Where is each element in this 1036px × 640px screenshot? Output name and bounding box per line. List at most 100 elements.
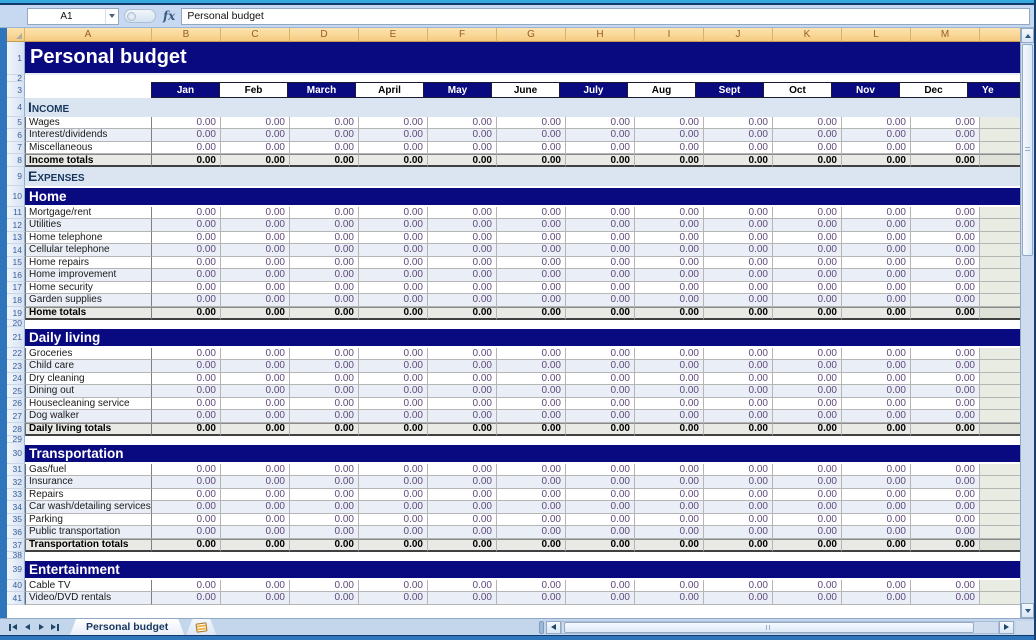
row-number[interactable]: 29 <box>7 434 25 444</box>
cell-value[interactable]: 0.00 <box>704 385 773 398</box>
cell-value[interactable]: 0.00 <box>566 129 635 142</box>
tab-first-button[interactable] <box>6 621 20 634</box>
cell-value[interactable]: 0.00 <box>911 385 980 398</box>
row-number[interactable]: 23 <box>7 360 25 373</box>
cell-value[interactable]: 0.00 <box>704 372 773 385</box>
cell-label[interactable]: Home security <box>25 281 152 294</box>
cell-value[interactable]: 0.00 <box>152 592 221 605</box>
cell-value[interactable]: 0.00 <box>842 154 911 167</box>
cell-value[interactable]: 0.00 <box>842 116 911 129</box>
cell-value[interactable]: 0.00 <box>497 422 566 436</box>
row-number[interactable]: 20 <box>7 318 25 328</box>
month-header[interactable]: May <box>423 82 492 98</box>
cell-value[interactable]: 0.00 <box>428 294 497 307</box>
cell-value[interactable]: 0.00 <box>842 385 911 398</box>
cell-value[interactable]: 0.00 <box>635 129 704 142</box>
cell-value[interactable]: 0.00 <box>497 397 566 410</box>
cell-value[interactable]: 0.00 <box>566 244 635 257</box>
row-number[interactable]: 11 <box>7 206 25 219</box>
cell-value[interactable]: 0.00 <box>152 501 221 514</box>
cell-value[interactable]: 0.00 <box>773 579 842 592</box>
cell-value[interactable]: 0.00 <box>773 116 842 129</box>
cell-value[interactable]: 0.00 <box>704 231 773 244</box>
cell-value[interactable]: 0.00 <box>152 206 221 219</box>
cell-year-total[interactable] <box>980 294 1020 307</box>
cell-value[interactable]: 0.00 <box>842 372 911 385</box>
cell-year-total[interactable] <box>980 385 1020 398</box>
cell-value[interactable]: 0.00 <box>290 281 359 294</box>
cell-year-total[interactable] <box>980 476 1020 489</box>
cell-value[interactable]: 0.00 <box>152 231 221 244</box>
cell-value[interactable]: 0.00 <box>497 488 566 501</box>
cell-value[interactable]: 0.00 <box>773 592 842 605</box>
cell-value[interactable]: 0.00 <box>290 244 359 257</box>
cell-value[interactable]: 0.00 <box>566 476 635 489</box>
insert-worksheet-tab[interactable] <box>186 619 216 635</box>
cell-value[interactable]: 0.00 <box>635 372 704 385</box>
cell-value[interactable]: 0.00 <box>497 579 566 592</box>
cell-value[interactable]: 0.00 <box>635 422 704 436</box>
cell-value[interactable]: 0.00 <box>428 244 497 257</box>
cell-value[interactable]: 0.00 <box>221 422 290 436</box>
cell-value[interactable]: 0.00 <box>221 281 290 294</box>
cell-value[interactable]: 0.00 <box>359 154 428 167</box>
cell-value[interactable]: 0.00 <box>221 231 290 244</box>
cell-value[interactable]: 0.00 <box>221 269 290 282</box>
cell-value[interactable]: 0.00 <box>635 269 704 282</box>
cell-value[interactable]: 0.00 <box>428 501 497 514</box>
cell-value[interactable]: 0.00 <box>566 501 635 514</box>
cell-value[interactable]: 0.00 <box>911 410 980 423</box>
cell-value[interactable]: 0.00 <box>497 154 566 167</box>
cell-label[interactable]: Wages <box>25 116 152 129</box>
cell-value[interactable]: 0.00 <box>842 219 911 232</box>
column-header-L[interactable]: L <box>842 28 911 42</box>
cell-value[interactable]: 0.00 <box>497 306 566 320</box>
cell-value[interactable]: 0.00 <box>152 476 221 489</box>
cell-value[interactable]: 0.00 <box>704 347 773 360</box>
cell-label[interactable]: Mortgage/rent <box>25 206 152 219</box>
select-all-corner[interactable] <box>7 28 25 42</box>
cell-value[interactable]: 0.00 <box>842 231 911 244</box>
cell-value[interactable]: 0.00 <box>704 256 773 269</box>
cell-value[interactable]: 0.00 <box>428 526 497 539</box>
cell-value[interactable]: 0.00 <box>152 129 221 142</box>
cell-value[interactable]: 0.00 <box>359 141 428 154</box>
cell-value[interactable]: 0.00 <box>221 294 290 307</box>
cell-value[interactable]: 0.00 <box>152 397 221 410</box>
cell-value[interactable]: 0.00 <box>842 360 911 373</box>
cell-value[interactable]: 0.00 <box>290 592 359 605</box>
cell-value[interactable]: 0.00 <box>290 154 359 167</box>
cell-value[interactable]: 0.00 <box>497 592 566 605</box>
cell-value[interactable]: 0.00 <box>773 538 842 552</box>
row-number[interactable]: 1 <box>7 42 25 75</box>
cell-value[interactable]: 0.00 <box>704 116 773 129</box>
cell-value[interactable]: 0.00 <box>359 256 428 269</box>
cell-value[interactable]: 0.00 <box>152 526 221 539</box>
cell-value[interactable]: 0.00 <box>428 476 497 489</box>
cell-value[interactable]: 0.00 <box>911 526 980 539</box>
cell-value[interactable]: 0.00 <box>635 256 704 269</box>
row-number[interactable]: 6 <box>7 129 25 142</box>
cell-label[interactable]: Daily living totals <box>25 422 152 436</box>
row-number[interactable]: 18 <box>7 294 25 307</box>
cell-value[interactable]: 0.00 <box>842 141 911 154</box>
cell-value[interactable]: 0.00 <box>497 372 566 385</box>
cell-value[interactable]: 0.00 <box>290 231 359 244</box>
cell-year-total[interactable] <box>980 269 1020 282</box>
cell-value[interactable]: 0.00 <box>221 488 290 501</box>
cell-value[interactable]: 0.00 <box>704 422 773 436</box>
cell-value[interactable]: 0.00 <box>911 244 980 257</box>
cell-value[interactable]: 0.00 <box>842 294 911 307</box>
cell-value[interactable]: 0.00 <box>704 513 773 526</box>
cell-year-total[interactable] <box>980 410 1020 423</box>
column-header-I[interactable]: I <box>635 28 704 42</box>
cell-value[interactable]: 0.00 <box>635 501 704 514</box>
cell-value[interactable]: 0.00 <box>566 538 635 552</box>
cell-label[interactable]: Dining out <box>25 385 152 398</box>
cell-value[interactable]: 0.00 <box>566 463 635 476</box>
tab-last-button[interactable] <box>48 621 62 634</box>
row-number[interactable]: 35 <box>7 513 25 526</box>
cell-value[interactable]: 0.00 <box>290 513 359 526</box>
cell-value[interactable]: 0.00 <box>704 360 773 373</box>
cell-value[interactable]: 0.00 <box>566 306 635 320</box>
